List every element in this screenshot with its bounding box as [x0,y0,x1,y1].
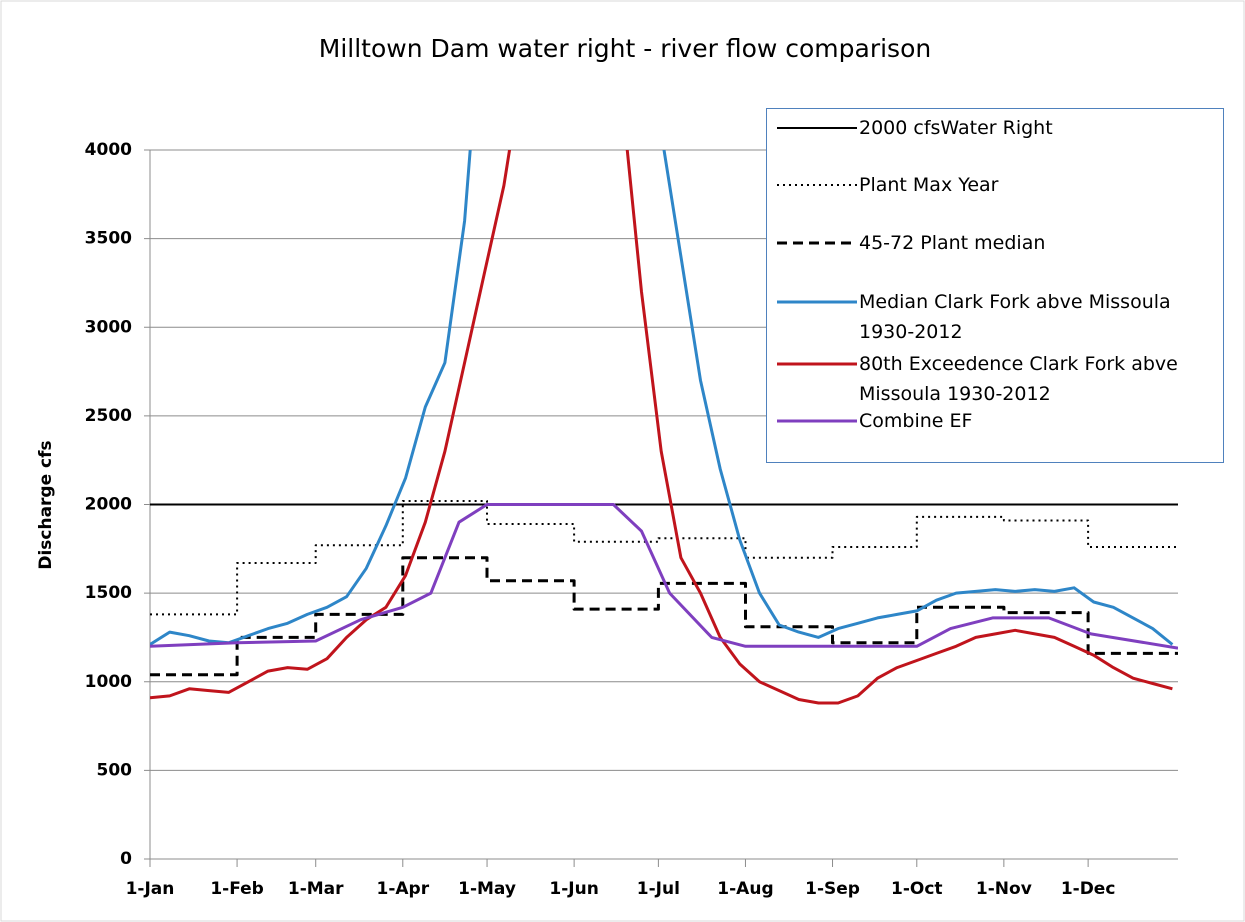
legend-entry: 2000 cfsWater Right [775,113,1219,143]
legend-swatch [777,362,857,366]
y-tick-label: 2000 [85,495,132,515]
y-tick-label: 2500 [85,406,132,426]
y-tick-label: 3500 [85,229,132,249]
legend-entry: 80th Exceedence Clark Fork abve Missoula… [775,349,1219,409]
series-line [150,503,1178,650]
x-tick-label: 1-Feb [210,879,264,899]
y-tick-label: 500 [97,760,133,780]
x-tick-label: 1-Aug [717,879,773,899]
x-tick-label: 1-May [458,879,516,899]
series-line [150,150,1174,646]
legend-entry: Plant Max Year [775,170,1219,200]
x-tick-label: 1-Oct [891,879,943,899]
legend: 2000 cfsWater Right Plant Max Year 45-72 P… [766,108,1224,463]
x-tick-label: 1-Jul [637,879,680,899]
x-tick-label: 1-Nov [976,879,1032,899]
chart-title: Milltown Dam water right - river flow co… [319,34,931,63]
x-tick-label: 1-Dec [1061,879,1116,899]
y-tick-label: 4000 [85,140,132,160]
legend-label: Plant Max Year [859,174,999,196]
legend-entry: Combine EF [775,406,1219,436]
legend-label: Combine EF [859,410,973,432]
x-tick-label: 1-Mar [288,879,344,899]
series-line [150,556,1178,677]
legend-swatch [777,184,857,186]
y-axis-label: Discharge cfs [36,440,56,569]
legend-label: Median Clark Fork abve Missoula 1930-201… [859,291,1171,343]
y-tick-label: 0 [120,849,132,869]
series-line [150,150,1173,705]
legend-entry: Median Clark Fork abve Missoula 1930-201… [775,287,1219,347]
y-tick-label: 1500 [85,583,132,603]
legend-label: 80th Exceedence Clark Fork abve Missoula… [859,353,1178,405]
x-tick-label: 1-Apr [376,879,429,899]
x-tick-label: 1-Sep [805,879,860,899]
legend-swatch [777,241,857,245]
legend-swatch [777,419,857,423]
y-tick-label: 1000 [85,672,132,692]
legend-swatch [777,300,857,304]
legend-label: 2000 cfsWater Right [859,117,1053,139]
legend-label: 45-72 Plant median [859,232,1046,254]
legend-swatch [777,127,857,129]
x-tick-label: 1-Jun [549,879,598,899]
legend-entry: 45-72 Plant median [775,228,1219,258]
y-tick-label: 3000 [85,317,132,337]
x-tick-label: 1-Jan [126,879,175,899]
